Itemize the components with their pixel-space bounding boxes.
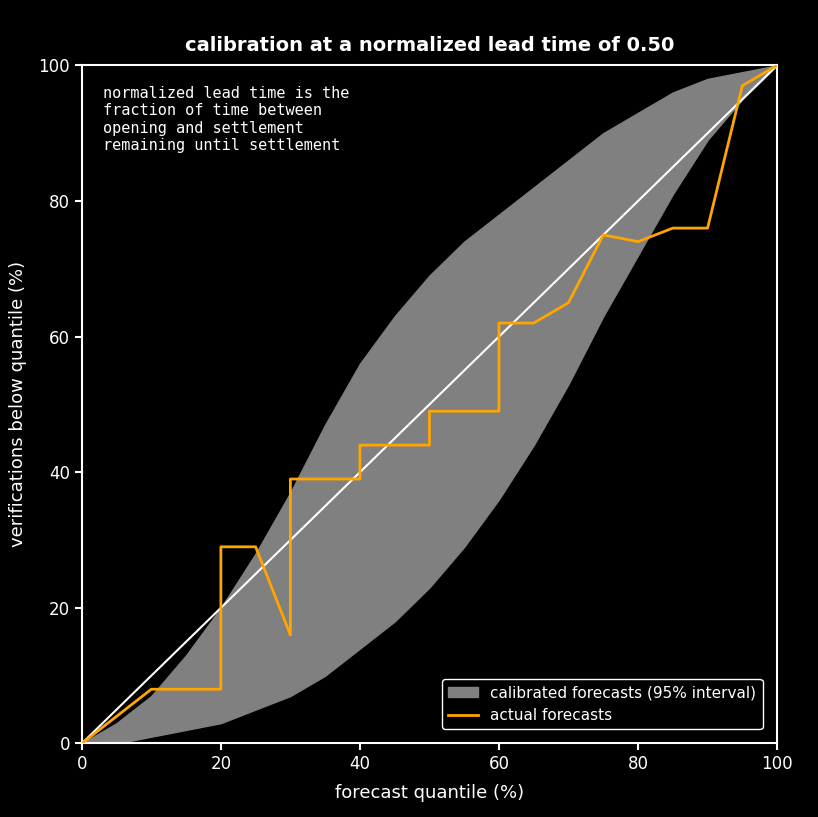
- Legend: calibrated forecasts (95% interval), actual forecasts: calibrated forecasts (95% interval), act…: [442, 679, 762, 729]
- Text: normalized lead time is the
fraction of time between
opening and settlement
rema: normalized lead time is the fraction of …: [103, 86, 349, 153]
- Y-axis label: verifications below quantile (%): verifications below quantile (%): [9, 261, 27, 547]
- X-axis label: forecast quantile (%): forecast quantile (%): [335, 784, 524, 802]
- Title: calibration at a normalized lead time of 0.50: calibration at a normalized lead time of…: [185, 37, 674, 56]
